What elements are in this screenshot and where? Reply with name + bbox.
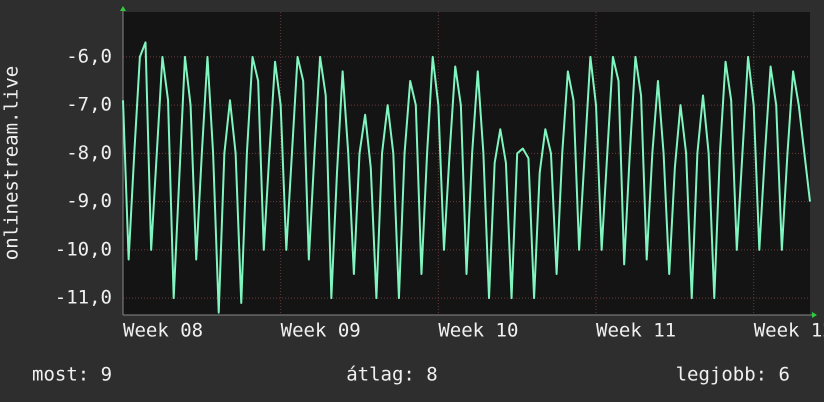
- y-tick-label: -10,0: [55, 238, 112, 260]
- stat-current: most: 9: [32, 364, 112, 386]
- y-tick-label: -7,0: [66, 94, 112, 116]
- x-tick-label: Week 12: [754, 320, 824, 342]
- y-tick-label: -8,0: [66, 142, 112, 164]
- data-line: [122, 41, 811, 314]
- axis-arrow: [120, 6, 126, 11]
- y-tick-label: -11,0: [55, 287, 112, 309]
- axis-arrow: [812, 312, 817, 318]
- y-tick-label: -9,0: [66, 190, 112, 212]
- stat-best: legjobb: 6: [676, 364, 790, 386]
- stat-average: átlag: 8: [346, 364, 438, 386]
- y-tick-label: -6,0: [66, 45, 112, 67]
- x-tick-label: Week 11: [596, 320, 676, 342]
- x-tick-label: Week 08: [123, 320, 203, 342]
- x-tick-label: Week 10: [438, 320, 518, 342]
- x-tick-label: Week 09: [281, 320, 361, 342]
- y-axis-label: onlinestream.live: [1, 66, 23, 260]
